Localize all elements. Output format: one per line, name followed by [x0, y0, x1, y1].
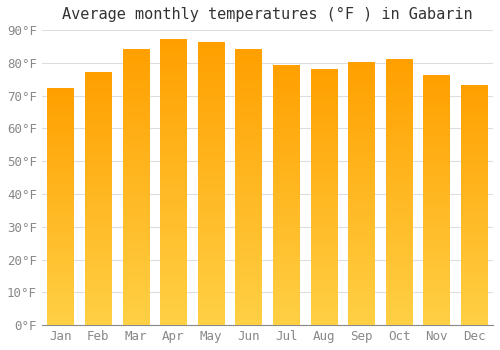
Title: Average monthly temperatures (°F ) in Gabarin: Average monthly temperatures (°F ) in Ga…	[62, 7, 472, 22]
